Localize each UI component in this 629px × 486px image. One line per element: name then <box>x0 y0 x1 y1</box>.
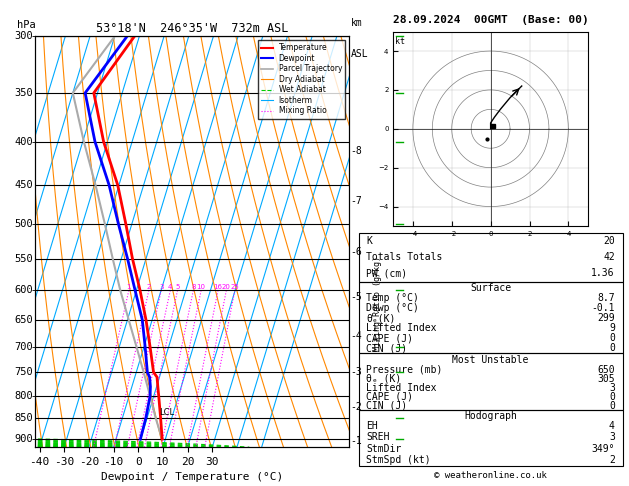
Text: 650: 650 <box>14 315 33 325</box>
Text: 28.09.2024  00GMT  (Base: 00): 28.09.2024 00GMT (Base: 00) <box>392 15 589 25</box>
Text: 500: 500 <box>14 219 33 228</box>
Text: K: K <box>367 236 372 246</box>
Text: 3: 3 <box>609 433 615 442</box>
Text: 1: 1 <box>126 284 131 291</box>
Bar <box>359 282 623 353</box>
Text: © weatheronline.co.uk: © weatheronline.co.uk <box>434 471 547 480</box>
Text: PW (cm): PW (cm) <box>367 268 408 278</box>
Bar <box>359 410 623 466</box>
Text: 305: 305 <box>597 374 615 384</box>
Text: SREH: SREH <box>367 433 390 442</box>
Legend: Temperature, Dewpoint, Parcel Trajectory, Dry Adiabat, Wet Adiabat, Isotherm, Mi: Temperature, Dewpoint, Parcel Trajectory… <box>258 40 345 119</box>
Text: 349°: 349° <box>591 444 615 453</box>
Text: 16: 16 <box>213 284 223 291</box>
Text: -7: -7 <box>351 196 362 206</box>
Text: Pressure (mb): Pressure (mb) <box>367 365 443 375</box>
Text: -0.1: -0.1 <box>591 303 615 313</box>
Text: Surface: Surface <box>470 283 511 294</box>
Text: 3: 3 <box>159 284 164 291</box>
Text: -6: -6 <box>351 247 362 257</box>
Text: StmDir: StmDir <box>367 444 402 453</box>
Text: -8: -8 <box>351 146 362 156</box>
Text: 0: 0 <box>609 344 615 353</box>
Text: 299: 299 <box>597 313 615 324</box>
Text: CIN (J): CIN (J) <box>367 401 408 411</box>
Text: Mixing Ratio (g/kg): Mixing Ratio (g/kg) <box>373 256 382 351</box>
Text: 8: 8 <box>191 284 196 291</box>
Text: 42: 42 <box>603 252 615 262</box>
Text: StmSpd (kt): StmSpd (kt) <box>367 455 431 465</box>
Text: 300: 300 <box>14 32 33 41</box>
Text: 5: 5 <box>175 284 180 291</box>
Text: 700: 700 <box>14 342 33 352</box>
Text: 0: 0 <box>609 392 615 402</box>
Text: kt: kt <box>396 37 405 47</box>
Text: 650: 650 <box>597 365 615 375</box>
Text: LCL: LCL <box>159 408 174 417</box>
Text: Lifted Index: Lifted Index <box>367 324 437 333</box>
Text: θₑ (K): θₑ (K) <box>367 374 402 384</box>
Text: -5: -5 <box>351 292 362 301</box>
Text: 20: 20 <box>603 236 615 246</box>
Text: 3: 3 <box>609 383 615 393</box>
Text: 20: 20 <box>222 284 231 291</box>
Text: 900: 900 <box>14 434 33 444</box>
X-axis label: Dewpoint / Temperature (°C): Dewpoint / Temperature (°C) <box>101 472 283 483</box>
Text: 850: 850 <box>14 413 33 423</box>
Text: CAPE (J): CAPE (J) <box>367 333 413 344</box>
Text: EH: EH <box>367 421 378 431</box>
Text: 2: 2 <box>147 284 151 291</box>
Text: -1: -1 <box>351 436 362 446</box>
Text: 4: 4 <box>168 284 172 291</box>
Text: 450: 450 <box>14 180 33 190</box>
Bar <box>359 233 623 282</box>
Text: θₑ(K): θₑ(K) <box>367 313 396 324</box>
Text: 2: 2 <box>609 455 615 465</box>
Text: 550: 550 <box>14 254 33 263</box>
Text: Hodograph: Hodograph <box>464 411 517 421</box>
Text: 1.36: 1.36 <box>591 268 615 278</box>
Text: Dewp (°C): Dewp (°C) <box>367 303 420 313</box>
Text: ASL: ASL <box>351 49 369 59</box>
Title: 53°18'N  246°35'W  732m ASL: 53°18'N 246°35'W 732m ASL <box>96 22 288 35</box>
Text: 350: 350 <box>14 88 33 98</box>
Text: 10: 10 <box>197 284 206 291</box>
Text: -3: -3 <box>351 367 362 377</box>
Text: Lifted Index: Lifted Index <box>367 383 437 393</box>
Text: Temp (°C): Temp (°C) <box>367 294 420 303</box>
Text: 8.7: 8.7 <box>597 294 615 303</box>
Text: 9: 9 <box>609 324 615 333</box>
Text: Most Unstable: Most Unstable <box>452 355 529 365</box>
Text: 800: 800 <box>14 391 33 401</box>
Text: 4: 4 <box>609 421 615 431</box>
Text: 750: 750 <box>14 367 33 377</box>
Text: CAPE (J): CAPE (J) <box>367 392 413 402</box>
Text: -2: -2 <box>351 402 362 412</box>
Text: 25: 25 <box>230 284 239 291</box>
Text: Totals Totals: Totals Totals <box>367 252 443 262</box>
Text: CIN (J): CIN (J) <box>367 344 408 353</box>
Text: hPa: hPa <box>18 20 36 30</box>
Text: 0: 0 <box>609 333 615 344</box>
Text: km: km <box>351 18 362 28</box>
Text: -4: -4 <box>351 331 362 341</box>
Text: 400: 400 <box>14 137 33 147</box>
Bar <box>359 353 623 410</box>
Text: 0: 0 <box>609 401 615 411</box>
Text: 600: 600 <box>14 285 33 295</box>
